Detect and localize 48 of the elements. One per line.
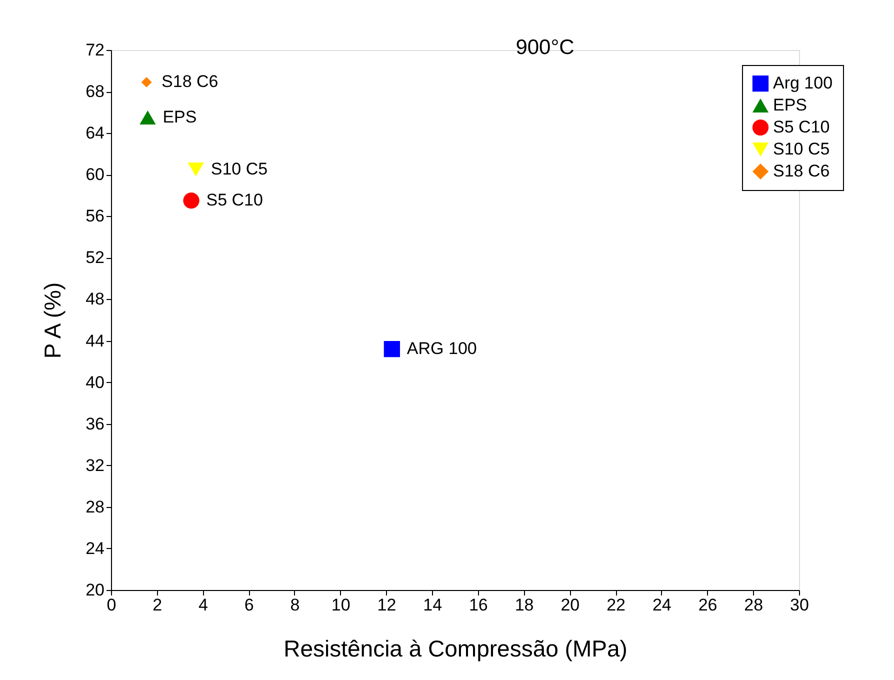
x-tick-label: 16 [468,596,488,614]
annotation: S18 C6 [162,72,218,92]
x-tick-label: 8 [290,596,300,614]
x-tick-label: 12 [377,596,396,614]
x-tick-label: 0 [106,596,116,614]
point [140,110,156,124]
point [183,192,200,209]
y-tick-label: 32 [86,456,104,475]
y-tick-label: 28 [86,497,104,516]
legend-label: S18 C6 [773,162,830,180]
x-tick-label: 26 [698,596,718,614]
y-tick-label: 48 [86,290,104,309]
y-tick-label: 24 [86,538,104,558]
legend-label: Arg 100 [773,74,833,92]
x-tick-label: 20 [560,596,580,614]
y-tick-label: 36 [86,414,104,434]
x-tick-label: 24 [652,596,672,614]
legend-label: S10 C5 [773,140,830,158]
y-tick-label: 40 [86,372,104,392]
y-tick-label: 44 [86,331,104,350]
legend-label: S5 C10 [773,118,830,136]
y-tick-label: 64 [86,124,104,143]
annotation: ARG 100 [406,339,477,358]
annotation: S10 C5 [210,159,268,178]
legend-label: EPS [773,96,808,114]
y-tick-label: 72 [86,40,104,60]
x-axis-title: Resistência à Compressão (MPa) [284,636,628,662]
y-tick-label: 68 [86,82,104,102]
annotation: 900°C [516,36,574,59]
point [141,76,152,88]
x-tick-label: 10 [331,596,350,614]
x-tick-label: 30 [790,596,809,614]
y-tick-label: 56 [86,206,104,226]
annotation: S5 C10 [206,190,263,210]
x-tick-label: 6 [244,596,254,614]
point [188,162,204,176]
x-tick-label: 4 [198,596,208,614]
annotation: EPS [162,108,197,126]
y-tick-label: 60 [86,165,104,184]
y-tick-label: 20 [86,580,104,600]
x-tick-label: 14 [423,596,442,614]
x-tick-label: 28 [744,596,764,614]
x-tick-label: 18 [514,596,534,614]
x-tick-label: 22 [606,596,626,614]
y-tick-label: 52 [86,248,104,268]
x-tick-label: 2 [152,596,162,614]
y-axis-title: P A (%) [40,282,66,359]
point [384,341,400,358]
